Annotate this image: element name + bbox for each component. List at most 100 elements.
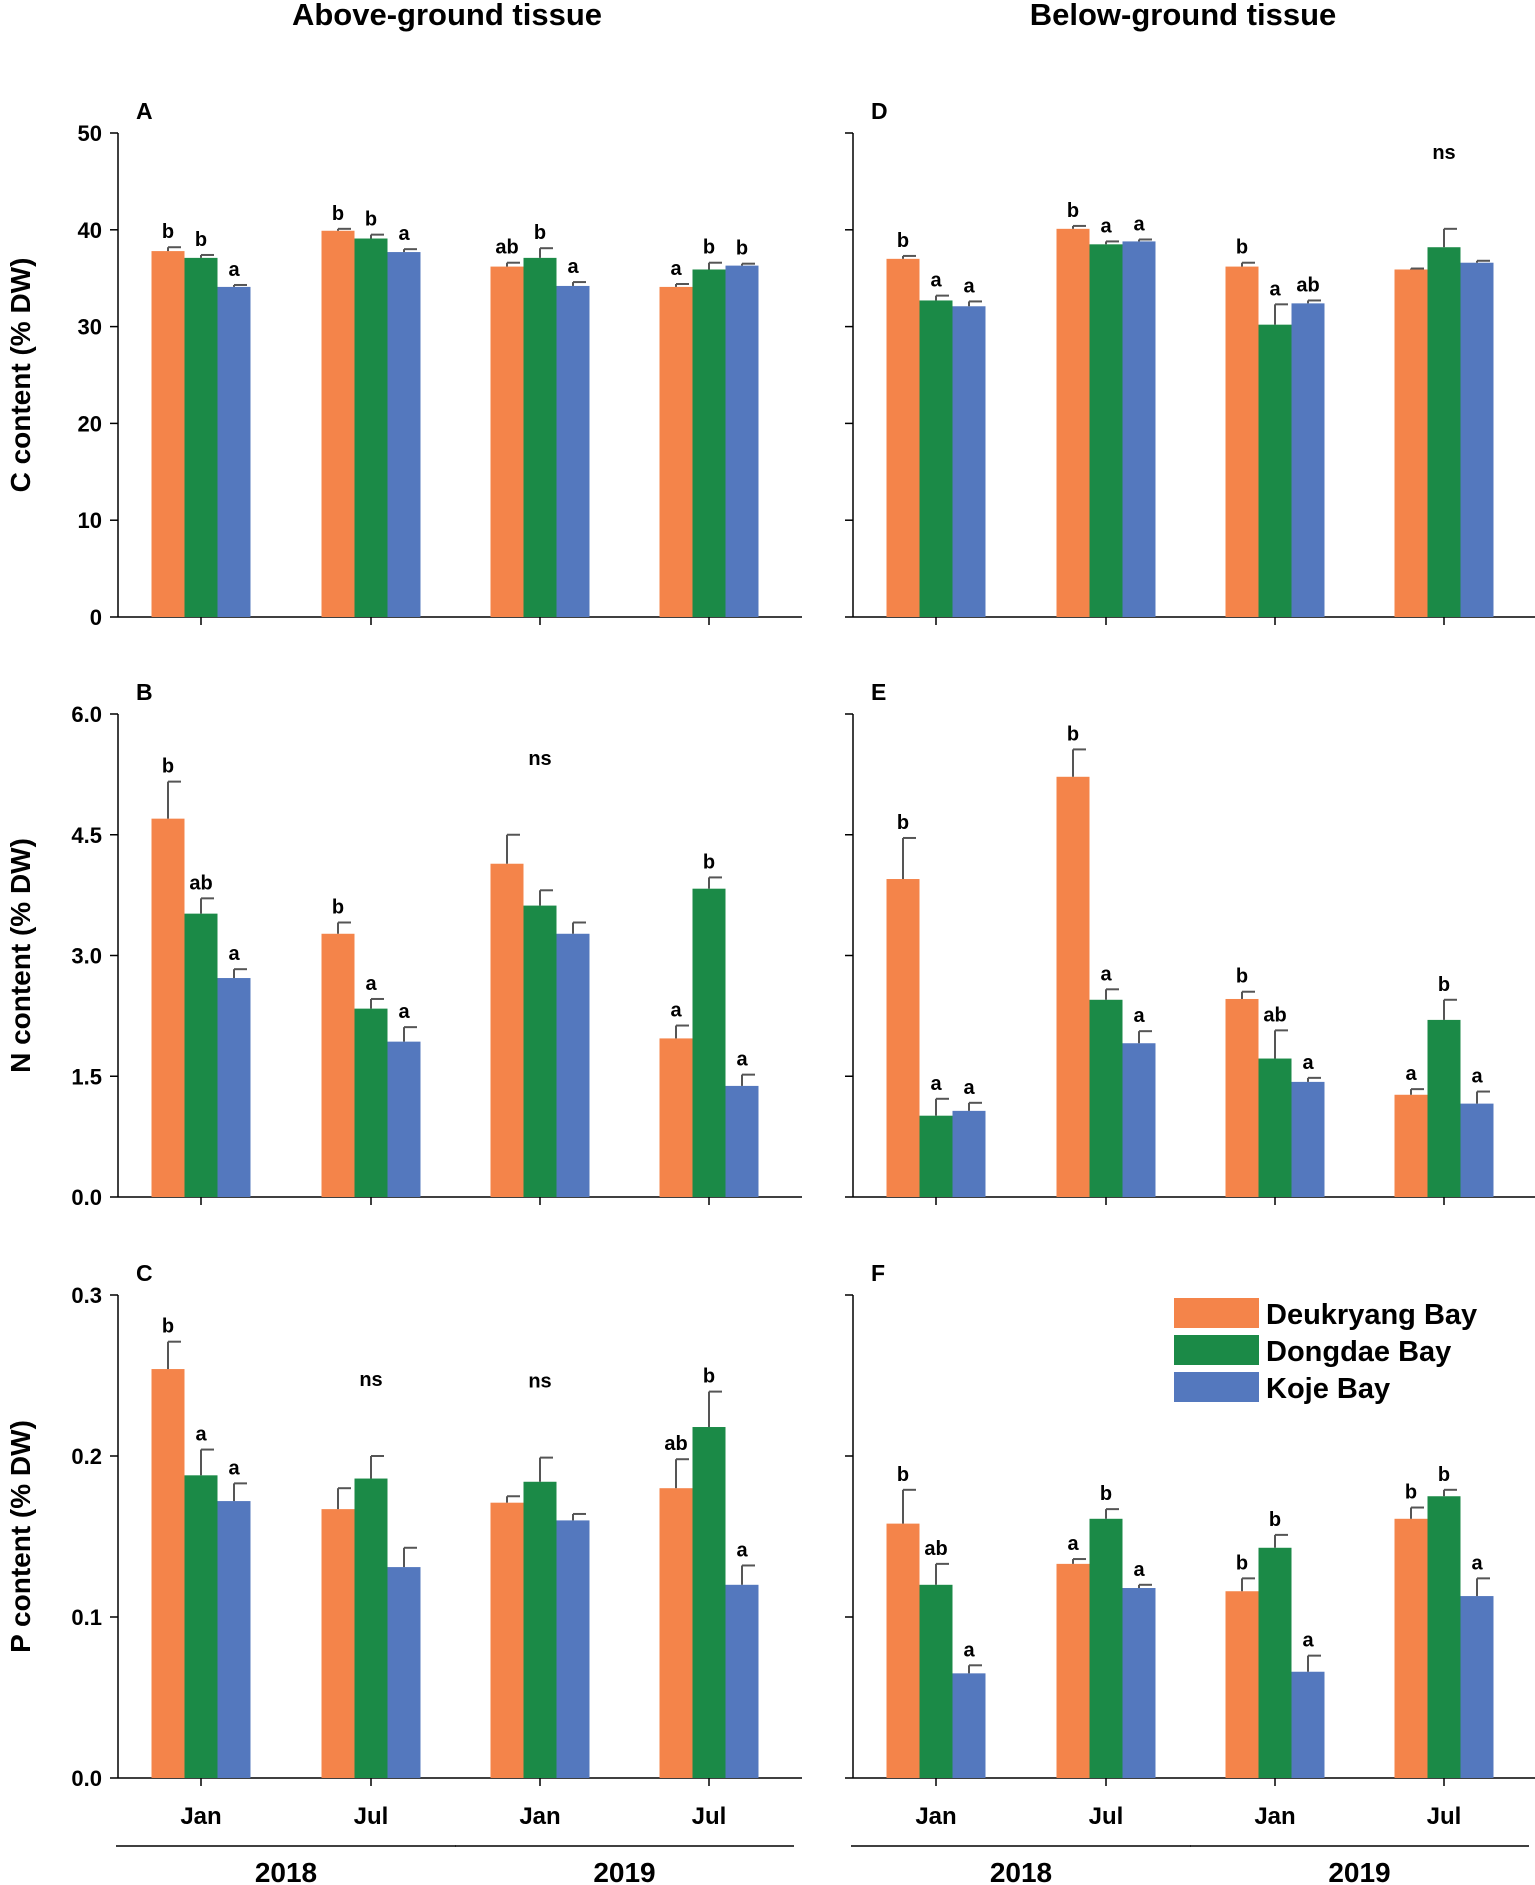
bar [1394, 269, 1428, 617]
bar [1122, 1588, 1156, 1778]
bar [217, 286, 251, 617]
panel-label: D [871, 98, 888, 124]
ns-annotation: ns [528, 748, 551, 770]
x-tick-label: Jul [692, 1803, 727, 1830]
bar [1460, 1596, 1494, 1778]
bar [354, 238, 388, 617]
legend: Deukryang Bay Dongdae Bay Koje Bay [1174, 1298, 1477, 1405]
bar [184, 1475, 218, 1778]
significance-letter: a [930, 1073, 942, 1095]
x-tick-label: Jan [180, 1803, 221, 1830]
significance-letter: a [1133, 1559, 1145, 1581]
significance-letter: a [963, 275, 975, 297]
bar [151, 1369, 185, 1778]
bar [1291, 1671, 1325, 1778]
y-tick-label: 50 [78, 121, 102, 146]
significance-letter: b [897, 1464, 909, 1486]
y-tick-label: 0.2 [71, 1444, 102, 1469]
significance-letter: b [332, 203, 344, 225]
bar [1460, 262, 1494, 617]
legend-swatch [1174, 1298, 1259, 1328]
bar [952, 1110, 986, 1197]
significance-letter: b [365, 209, 377, 231]
y-tick-label: 40 [78, 218, 102, 243]
significance-letter: ab [924, 1538, 947, 1560]
bar [886, 258, 920, 617]
x-tick-label: Jul [1427, 1803, 1462, 1830]
significance-letter: b [162, 1316, 174, 1338]
bar [1089, 999, 1123, 1197]
bar [1460, 1103, 1494, 1197]
bar [1089, 244, 1123, 617]
bar [1056, 776, 1090, 1197]
significance-letter: a [398, 223, 410, 245]
bar [659, 286, 693, 617]
significance-letter: a [1067, 1533, 1079, 1555]
significance-letter: a [1133, 213, 1145, 235]
year-group-label: 2018 [990, 1857, 1052, 1885]
legend-label: Koje Bay [1266, 1373, 1390, 1405]
bar [151, 818, 185, 1197]
ns-annotation: ns [528, 1371, 551, 1393]
y-axis-label: N content (% DW) [5, 838, 36, 1073]
significance-letter: a [228, 943, 240, 965]
bar [1225, 266, 1259, 617]
bar [1291, 1081, 1325, 1197]
y-tick-label: 6.0 [71, 702, 102, 727]
panel-label: E [871, 679, 886, 705]
bar [387, 252, 421, 617]
significance-letter: a [1269, 278, 1281, 300]
significance-letter: a [963, 1077, 975, 1099]
significance-letter: b [897, 230, 909, 252]
bar [886, 879, 920, 1197]
significance-letter: a [963, 1639, 975, 1661]
significance-letter: a [930, 270, 942, 292]
y-axis-label: C content (% DW) [5, 258, 36, 493]
bar [387, 1567, 421, 1778]
panel-label: B [136, 679, 153, 705]
bar [354, 1478, 388, 1778]
bar [1122, 1043, 1156, 1197]
significance-letter: a [1471, 1066, 1483, 1088]
bar [321, 1509, 355, 1778]
significance-letter: b [1100, 1483, 1112, 1505]
bar [217, 978, 251, 1197]
significance-letter: a [1302, 1630, 1314, 1652]
significance-letter: a [567, 256, 579, 278]
bar [556, 285, 590, 617]
bar [321, 933, 355, 1197]
bar [1056, 228, 1090, 617]
bar [1225, 1591, 1259, 1778]
significance-letter: a [1471, 1552, 1483, 1574]
bar [321, 230, 355, 617]
legend-label: Deukryang Bay [1266, 1299, 1477, 1331]
significance-letter: a [736, 1049, 748, 1071]
bar [217, 1501, 251, 1778]
significance-letter: a [1405, 1063, 1417, 1085]
y-tick-label: 1.5 [71, 1064, 102, 1089]
bar [952, 306, 986, 617]
y-tick-label: 3.0 [71, 944, 102, 969]
significance-letter: a [670, 1000, 682, 1022]
bar [1427, 1019, 1461, 1197]
significance-letter: b [1236, 966, 1248, 988]
y-tick-label: 0.1 [71, 1605, 102, 1630]
significance-letter: b [1438, 1464, 1450, 1486]
significance-letter: b [703, 851, 715, 873]
column-title-above-ground: Above-ground tissue [292, 0, 602, 32]
ns-annotation: ns [359, 1369, 382, 1391]
bar [354, 1008, 388, 1197]
y-tick-label: 0 [90, 605, 102, 630]
bar [1394, 1518, 1428, 1778]
bar [725, 265, 759, 617]
bar [1258, 324, 1292, 617]
bar [1394, 1094, 1428, 1197]
y-tick-label: 10 [78, 508, 102, 533]
panel-b: 0.01.53.04.56.0N content (% DW)Bbbaababa… [5, 679, 802, 1210]
significance-letter: b [703, 237, 715, 259]
significance-letter: a [736, 1539, 748, 1561]
